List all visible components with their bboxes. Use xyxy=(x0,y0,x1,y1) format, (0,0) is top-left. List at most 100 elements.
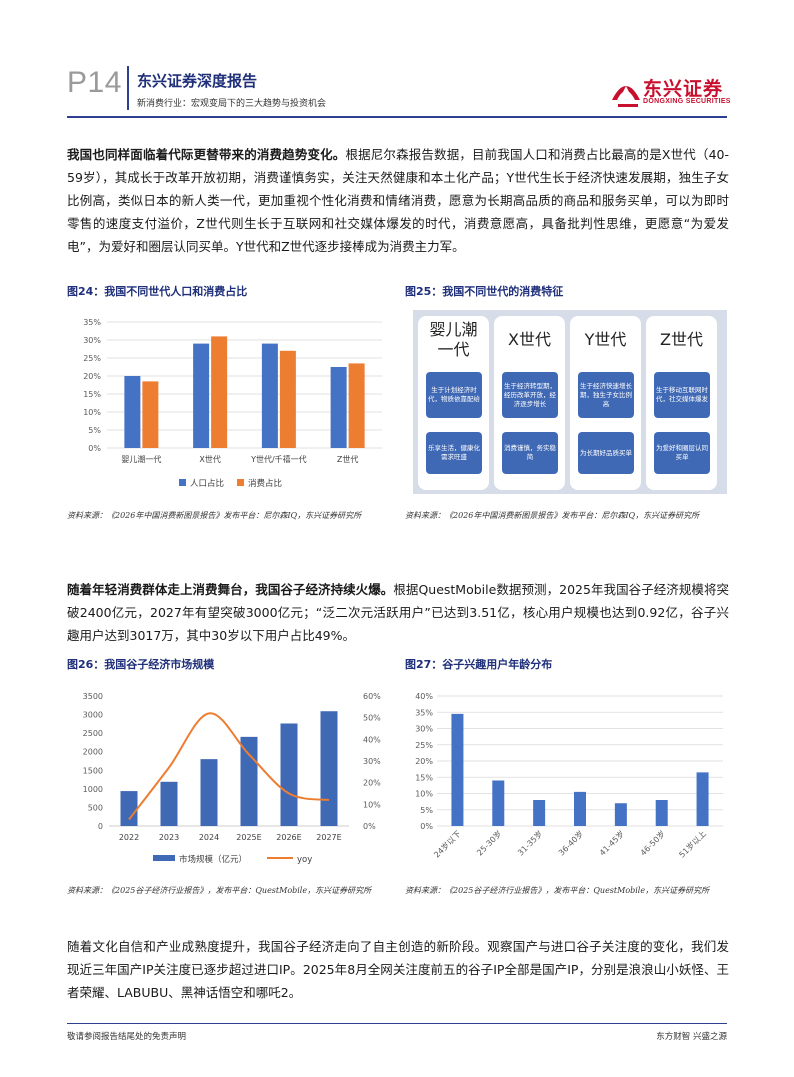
x-tick-label: 2026E xyxy=(276,833,301,842)
fig27-source: 资料来源：《2025谷子经济行业报告》，发布平台：QuestMobile，东兴证… xyxy=(405,886,710,895)
x-tick-label: 46-50岁 xyxy=(638,828,667,857)
bar-market-size xyxy=(120,791,138,826)
bar-population xyxy=(193,343,210,448)
bar-age-share xyxy=(492,780,505,826)
y-left-tick-label: 0 xyxy=(98,822,103,831)
paragraph-domestic-ip: 随着文化自信和产业成熟度提升，我国谷子经济走向了自主创造的新阶段。观察国产与进口… xyxy=(67,939,729,1000)
x-tick-label: 31-35岁 xyxy=(515,828,544,857)
y-tick-label: 0% xyxy=(88,444,101,453)
x-tick-label: 36-40岁 xyxy=(556,828,585,857)
fig25-source: 资料来源：《2026年中国消费新图景报告》发布平台：尼尔森IQ，东兴证券研究所 xyxy=(405,511,700,520)
x-tick-label: 2023 xyxy=(159,833,179,842)
fig24-source: 资料来源：《2026年中国消费新图景报告》发布平台：尼尔森IQ，东兴证券研究所 xyxy=(67,511,362,520)
logo-english: DONGXING SECURITIES xyxy=(643,98,731,105)
y-tick-label: 5% xyxy=(88,426,101,435)
y-tick-label: 30% xyxy=(415,725,433,734)
bar-market-size xyxy=(200,759,218,826)
gen-title-boomer-2: 一代 xyxy=(437,340,470,359)
gen-card-x: X世代 生于经济转型期，经历改革开放，经济逐步增长 消费谨慎，务实稳简 xyxy=(494,316,565,490)
y-right-tick-label: 40% xyxy=(363,735,381,744)
y-tick-label: 25% xyxy=(83,354,101,363)
report-subtitle: 新消费行业：宏观变局下的三大趋势与投资机会 xyxy=(137,99,327,109)
bar-consumption xyxy=(142,381,159,448)
y-tick-label: 25% xyxy=(415,741,433,750)
logo-wordmark: 东兴证券 xyxy=(643,78,724,100)
footer-disclaimer: 敬请参阅报告结尾处的免责声明 xyxy=(67,1032,187,1042)
fig26-source: 资料来源：《2025谷子经济行业报告》，发布平台：QuestMobile，东兴证… xyxy=(67,886,372,895)
y-right-tick-label: 50% xyxy=(363,714,381,723)
gen-box-z-origin: 生于移动互联网时代，社交媒体爆发 xyxy=(654,372,710,418)
footer-slogan: 东方财智 兴盛之源 xyxy=(656,1032,727,1042)
bar-population xyxy=(261,343,278,448)
y-right-tick-label: 0% xyxy=(363,822,376,831)
gen-card-boomer: 婴儿潮 一代 生于计划经济时代，物质依靠配给 乐享生活，健康化需求旺盛 xyxy=(418,316,489,490)
bar-age-share xyxy=(533,800,546,826)
fig27-caption: 图27：谷子兴趣用户年龄分布 xyxy=(405,658,553,671)
legend-label-population: 人口占比 xyxy=(190,478,224,489)
bar-age-share xyxy=(655,800,668,826)
fig24-caption: 图24：我国不同世代人口和消费占比 xyxy=(67,285,248,298)
bar-consumption xyxy=(348,363,365,448)
bar-market-size xyxy=(240,736,258,826)
gen-card-y: Y世代 生于经济快速增长期，独生子女比例高 为长期好品质买单 xyxy=(570,316,641,490)
y-right-tick-label: 10% xyxy=(363,800,381,809)
x-tick-label: Z世代 xyxy=(337,454,358,464)
y-left-tick-label: 1500 xyxy=(83,766,103,775)
gen-title-y: Y世代 xyxy=(584,330,627,349)
y-tick-label: 35% xyxy=(83,318,101,327)
y-right-tick-label: 60% xyxy=(363,692,381,701)
x-tick-label: X世代 xyxy=(199,454,220,464)
y-left-tick-label: 2000 xyxy=(83,748,103,757)
gen-box-y-trait: 为长期好品质买单 xyxy=(578,432,634,474)
y-left-tick-label: 1000 xyxy=(83,785,103,794)
footer-rule xyxy=(67,1023,727,1024)
y-right-tick-label: 20% xyxy=(363,779,381,788)
y-tick-label: 20% xyxy=(415,757,433,766)
gen-title-x: X世代 xyxy=(508,330,551,349)
y-tick-label: 0% xyxy=(420,822,433,831)
y-tick-label: 35% xyxy=(415,708,433,717)
x-tick-label: 25-30岁 xyxy=(475,828,504,857)
legend-label-yoy: yoy xyxy=(297,855,312,865)
fig27-chart: 0% 5% 10% 15% 20% 25% 30% 35% 40% 24岁以下 25-30岁 31-3… xyxy=(415,692,723,860)
fig26-chart: 0 500 1000 1500 2000 2500 3000 3500 0% 10% 20% 30% 4… xyxy=(83,692,382,865)
legend-swatch-consumption xyxy=(237,479,244,486)
bar-age-share xyxy=(614,803,627,826)
bar-consumption xyxy=(279,350,296,448)
fig25-caption: 图25：我国不同世代的消费特征 xyxy=(405,285,564,298)
bar-market-size xyxy=(280,723,298,826)
bar-population xyxy=(124,376,141,448)
paragraph-body: 根据QuestMobile数据预测，2025年我国谷子经济规模将突破2400亿元… xyxy=(67,582,729,643)
x-tick-label: 2024 xyxy=(199,833,219,842)
line-yoy xyxy=(128,712,330,821)
y-tick-label: 10% xyxy=(415,790,433,799)
x-tick-label: 2022 xyxy=(119,833,139,842)
bar-age-share xyxy=(574,791,586,826)
legend-label-consumption: 消费占比 xyxy=(248,478,282,489)
dongxing-logo-icon xyxy=(612,86,640,107)
y-left-tick-label: 500 xyxy=(88,803,103,812)
gen-box-x-origin: 生于经济转型期，经历改革开放，经济逐步增长 xyxy=(502,372,558,418)
gen-card-z: Z世代 生于移动互联网时代，社交媒体爆发 为爱好和圈层认同买单 xyxy=(646,316,717,490)
paragraph-lead: 我国也同样面临着代际更替带来的消费趋势变化。 xyxy=(67,147,346,162)
y-right-tick-label: 30% xyxy=(363,757,381,766)
y-left-tick-label: 3000 xyxy=(83,711,103,720)
y-left-tick-label: 2500 xyxy=(83,729,103,738)
gen-box-y-origin: 生于经济快速增长期，独生子女比例高 xyxy=(578,372,634,418)
y-tick-label: 20% xyxy=(83,372,101,381)
bar-population xyxy=(330,367,347,448)
gen-box-boomer-trait: 乐享生活，健康化需求旺盛 xyxy=(426,432,482,474)
paragraph-body: 根据尼尔森报告数据，目前我国人口和消费占比最高的是X世代（40-59岁），其成长… xyxy=(67,147,729,254)
x-tick-label: 51岁以上 xyxy=(677,828,708,859)
gen-box-z-trait: 为爱好和圈层认同买单 xyxy=(654,432,710,474)
bar-market-size xyxy=(320,711,338,826)
x-tick-label: 41-45岁 xyxy=(597,828,626,857)
bar-consumption xyxy=(211,336,228,448)
bar-age-share xyxy=(451,713,464,826)
x-tick-label: 24岁以下 xyxy=(432,828,463,859)
paragraph-guzi: 随着年轻消费群体走上消费舞台，我国谷子经济持续火爆。根据QuestMobile数… xyxy=(67,578,729,647)
paragraph-lead: 随着年轻消费群体走上消费舞台，我国谷子经济持续火爆。 xyxy=(67,582,394,597)
y-tick-label: 40% xyxy=(415,692,433,701)
legend-swatch-market-size xyxy=(153,855,175,861)
y-tick-label: 15% xyxy=(415,773,433,782)
